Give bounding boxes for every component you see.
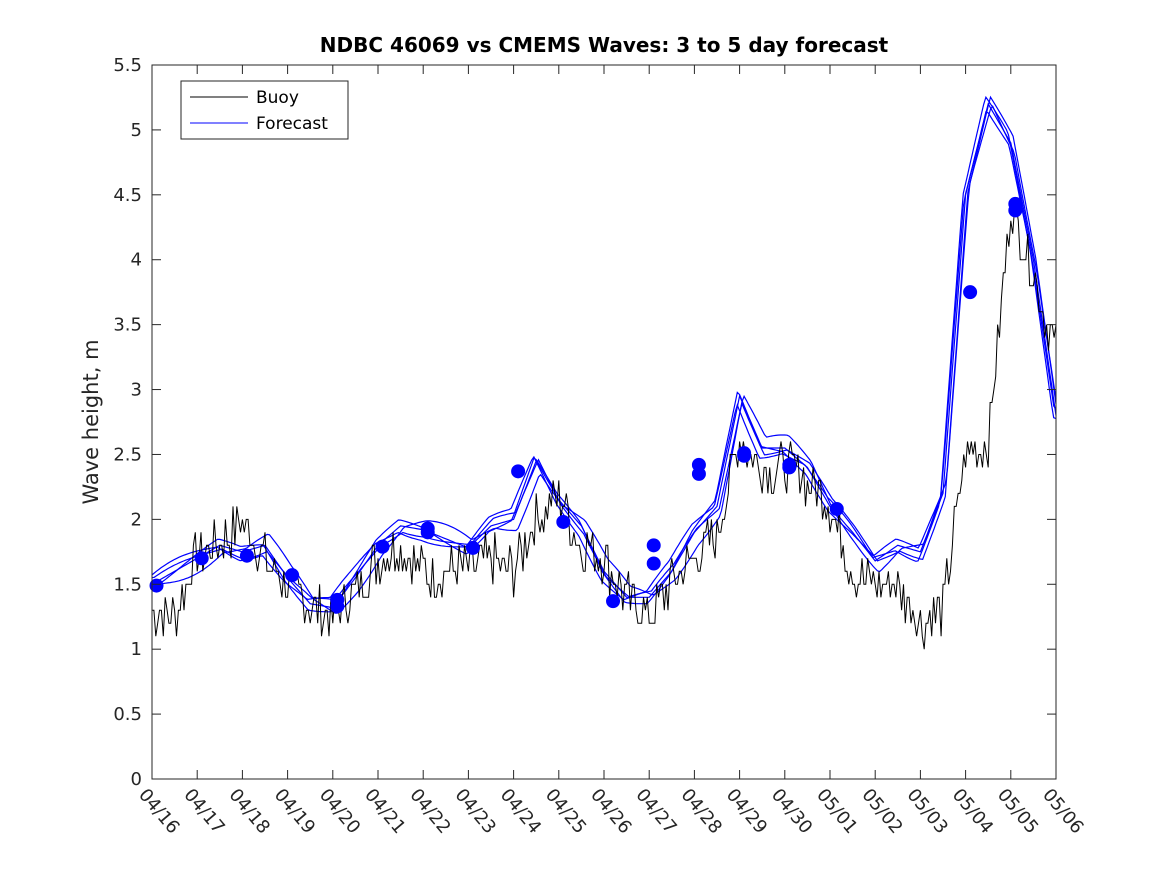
forecast-marker [782,460,797,475]
legend-label-buoy: Buoy [256,88,299,108]
forecast-marker [149,578,164,593]
forecast-marker [646,556,661,571]
forecast-marker [1008,203,1023,218]
forecast-marker [465,540,480,555]
forecast-marker [194,551,209,566]
y-tick-label: 4.5 [113,185,142,206]
forecast-marker [285,568,300,583]
forecast-marker [646,538,661,553]
legend-label-forecast: Forecast [256,114,328,134]
y-tick-label: 0 [131,769,142,790]
y-tick-label: 3.5 [113,315,142,336]
forecast-marker [606,594,621,609]
y-tick-label: 2.5 [113,444,142,465]
buoy-layer [152,207,1057,650]
forecast-marker [239,548,254,563]
y-tick-label: 3 [131,380,142,401]
y-tick-label: 0.5 [113,704,142,725]
legend: Buoy Forecast [180,80,349,140]
forecast-marker [737,448,752,463]
y-tick-label: 1 [131,639,142,660]
forecast-marker [556,514,571,529]
y-tick-label: 5 [131,120,142,141]
y-axis-label: Wave height, m [79,339,103,504]
buoy-line [152,207,1057,650]
forecast-marker [511,464,526,479]
y-tick-label: 2 [131,509,142,530]
y-tick-label: 4 [131,250,142,271]
plot-area [152,65,1056,779]
forecast-line [151,105,1057,614]
forecast-marker [330,599,345,614]
legend-box [180,80,349,140]
y-tick-label: 1.5 [113,574,142,595]
forecast-marker [963,285,978,300]
forecast-marker [829,501,844,516]
y-tick-label: 5.5 [113,55,142,76]
chart-title: NDBC 46069 vs CMEMS Waves: 3 to 5 day fo… [320,33,889,57]
forecast-marker [375,539,390,554]
marker-layer [149,196,1023,614]
forecast-marker [420,525,435,540]
forecast-marker [691,466,706,481]
y-axis: 0 0.5 1 1.5 2 2.5 3 3.5 4 4.5 5 5.5 [113,55,1056,790]
